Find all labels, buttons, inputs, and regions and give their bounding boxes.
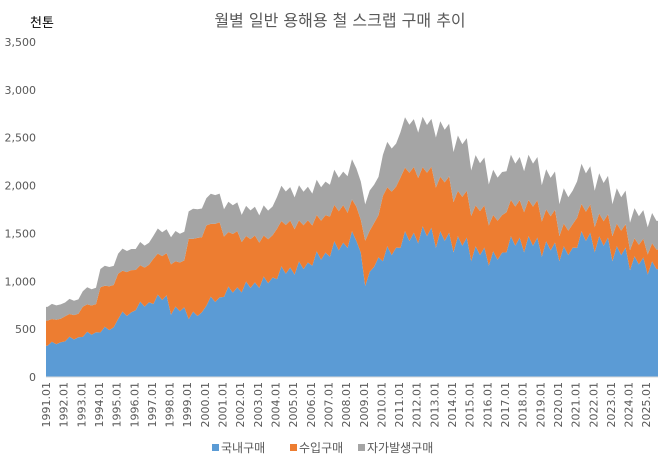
x-tick-label: 2019.01 bbox=[534, 382, 547, 428]
x-tick-label: 1999.01 bbox=[181, 382, 194, 428]
x-tick-label: 1992.01 bbox=[58, 382, 71, 428]
area-series-2 bbox=[46, 166, 658, 346]
y-tick-label: 500 bbox=[15, 323, 36, 336]
y-tick-label: 3,500 bbox=[5, 36, 37, 49]
legend-label: 수입구매 bbox=[299, 441, 343, 455]
x-tick-label: 1995.01 bbox=[111, 382, 124, 428]
x-tick-label: 1993.01 bbox=[75, 382, 88, 428]
x-tick-label: 2015.01 bbox=[464, 382, 477, 428]
x-tick-label: 2016.01 bbox=[481, 382, 494, 428]
x-tick-label: 2010.01 bbox=[375, 382, 388, 428]
x-tick-label: 2021.01 bbox=[570, 382, 583, 428]
x-tick-label: 2012.01 bbox=[411, 382, 424, 428]
x-tick-label: 1996.01 bbox=[128, 382, 141, 428]
x-tick-label: 2025.01 bbox=[640, 382, 653, 428]
y-tick-label: 3,000 bbox=[5, 84, 37, 97]
legend-swatch bbox=[290, 444, 297, 451]
x-tick-label: 1998.01 bbox=[164, 382, 177, 428]
x-tick-label: 2023.01 bbox=[605, 382, 618, 428]
x-tick-label: 2022.01 bbox=[587, 382, 600, 428]
x-tick-label: 2003.01 bbox=[252, 382, 265, 428]
x-tick-label: 2018.01 bbox=[517, 382, 530, 428]
x-tick-label: 2006.01 bbox=[305, 382, 318, 428]
legend-label: 국내구매 bbox=[221, 441, 265, 455]
x-tick-label: 2008.01 bbox=[340, 382, 353, 428]
legend: 국내구매 수입구매 자가발생구매 bbox=[212, 441, 433, 455]
y-tick-label: 1,500 bbox=[5, 227, 37, 240]
legend-swatch bbox=[358, 444, 365, 451]
chart-title: 월별 일반 용해용 철 스크랩 구매 추이 bbox=[214, 11, 465, 30]
x-tick-label: 2020.01 bbox=[552, 382, 565, 428]
y-tick-label: 2,500 bbox=[5, 132, 37, 145]
x-tick-label: 2009.01 bbox=[358, 382, 371, 428]
area-series-1 bbox=[46, 226, 658, 377]
y-tick-label: 1,000 bbox=[5, 275, 37, 288]
x-tick-label: 2014.01 bbox=[446, 382, 459, 428]
x-tick-label: 2011.01 bbox=[393, 382, 406, 428]
legend-label: 자가발생구매 bbox=[367, 441, 433, 455]
x-tick-label: 2024.01 bbox=[623, 382, 636, 428]
x-tick-label: 2013.01 bbox=[428, 382, 441, 428]
x-tick-label: 2002.01 bbox=[234, 382, 247, 428]
x-tick-label: 2017.01 bbox=[499, 382, 512, 428]
x-tick-label: 2004.01 bbox=[270, 382, 283, 428]
x-tick-label: 1994.01 bbox=[93, 382, 106, 428]
x-tick-label: 2005.01 bbox=[287, 382, 300, 428]
x-tick-label: 1991.01 bbox=[40, 382, 53, 428]
x-tick-label: 2007.01 bbox=[322, 382, 335, 428]
legend-swatch bbox=[212, 444, 219, 451]
x-tick-label: 2000.01 bbox=[199, 382, 212, 428]
y-tick-label: 2,000 bbox=[5, 180, 37, 193]
x-tick-label: 2001.01 bbox=[217, 382, 230, 428]
y-axis-unit-label: 천톤 bbox=[30, 16, 54, 31]
y-tick-label: 0 bbox=[29, 371, 36, 384]
x-tick-label: 1997.01 bbox=[146, 382, 159, 428]
